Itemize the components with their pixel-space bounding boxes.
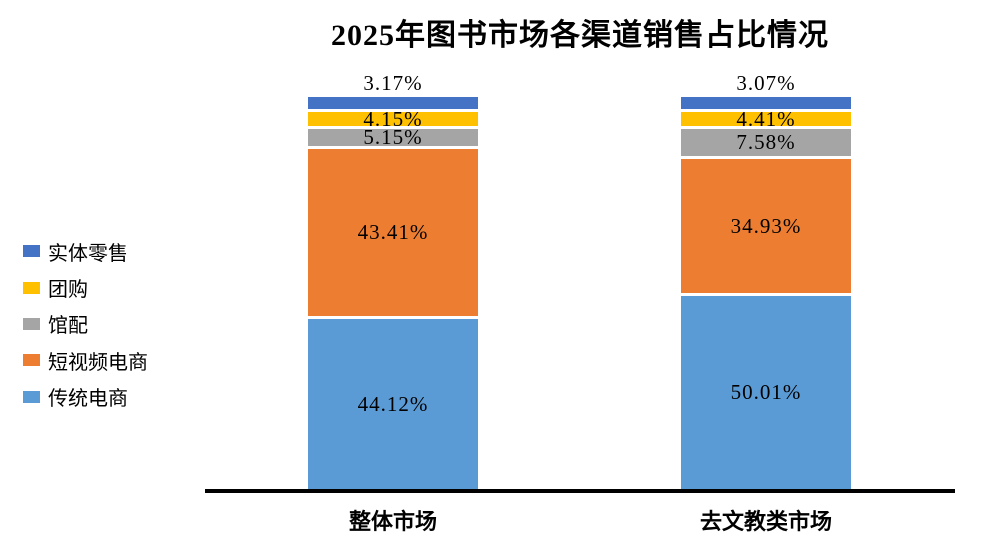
legend-label: 团购 [48,279,88,302]
legend: 实体零售团购馆配短视频电商传统电商 [23,233,148,415]
data-label: 34.93% [730,213,802,238]
legend-item: 传统电商 [23,379,148,415]
bar-segment: 7.58% [681,126,851,157]
legend-swatch-icon [23,281,40,294]
legend-swatch-icon [23,245,40,258]
bar-segment: 44.12% [308,316,478,489]
bar-segment: 43.41% [308,145,478,317]
stacked-bar: 3.07% 4.41% 7.58% 34.93% 50.01% [681,71,851,489]
bar-segment: 50.01% [681,292,851,489]
legend-item: 短视频电商 [23,342,148,378]
legend-swatch-icon [23,317,40,330]
legend-swatch-icon [23,390,40,403]
bar-segment [308,97,478,110]
bar-segment: 5.15% [308,124,478,149]
x-axis-line [205,489,955,493]
data-label-above: 3.07% [736,71,796,96]
data-label: 50.01% [730,379,802,404]
bar-segment: 4.15% [308,108,478,129]
category-label: 整体市场 [348,509,437,534]
stacked-bar: 3.17% 4.15% 5.15% 43.41% 44.12% [308,71,478,489]
legend-label: 馆配 [48,315,88,338]
legend-label: 实体零售 [48,242,128,265]
data-label: 5.15% [363,124,423,149]
legend-label: 传统电商 [48,388,128,411]
bar-segment: 34.93% [681,156,851,293]
legend-item: 馆配 [23,306,148,342]
data-label-above: 3.17% [363,71,423,96]
legend-item: 实体零售 [23,233,148,269]
legend-swatch-icon [23,354,40,367]
bar-segment [681,97,851,110]
data-label: 44.12% [357,391,429,416]
legend-item: 团购 [23,269,148,305]
data-label: 4.15% [363,106,423,131]
legend-label: 短视频电商 [48,351,148,374]
category-label: 去文教类市场 [699,509,832,534]
data-label: 4.41% [736,106,796,131]
chart-title: 2025年图书市场各渠道销售占比情况 [331,19,829,52]
data-label: 43.41% [357,219,429,244]
data-label: 7.58% [736,130,796,155]
bar-segment: 4.41% [681,108,851,129]
